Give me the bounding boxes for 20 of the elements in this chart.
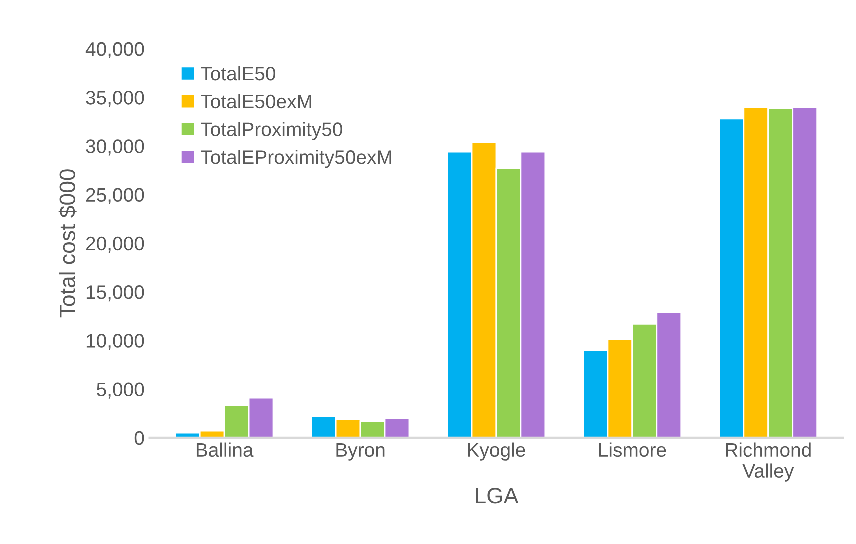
y-tick-label: 40,000 bbox=[86, 42, 144, 58]
x-tick-label: Byron bbox=[336, 443, 385, 461]
x-tick-label: Richmond Valley bbox=[726, 442, 811, 482]
legend-label: TotalE50exM bbox=[201, 94, 312, 109]
legend-label: TotalProximity50 bbox=[201, 122, 342, 140]
y-tick-label: 35,000 bbox=[86, 91, 144, 108]
y-axis-title: Total cost $000 bbox=[58, 170, 77, 318]
y-tick-label: 15,000 bbox=[86, 286, 144, 302]
y-tick-label: 30,000 bbox=[86, 140, 144, 156]
legend-label: TotalE50 bbox=[201, 66, 276, 81]
x-tick-label: Kyogle bbox=[468, 442, 526, 461]
x-tick-label: Ballina bbox=[196, 442, 254, 458]
legend-label: TotalEProximity50exM bbox=[201, 150, 392, 168]
y-tick-label: 5,000 bbox=[97, 382, 144, 399]
x-tick-label: Lismore bbox=[599, 442, 666, 458]
y-tick-label: 25,000 bbox=[86, 188, 144, 204]
y-tick-label: 20,000 bbox=[86, 236, 144, 253]
y-tick-label: 10,000 bbox=[86, 334, 144, 350]
x-axis-title: LGA bbox=[476, 488, 519, 504]
y-tick-label: 0 bbox=[134, 431, 144, 446]
